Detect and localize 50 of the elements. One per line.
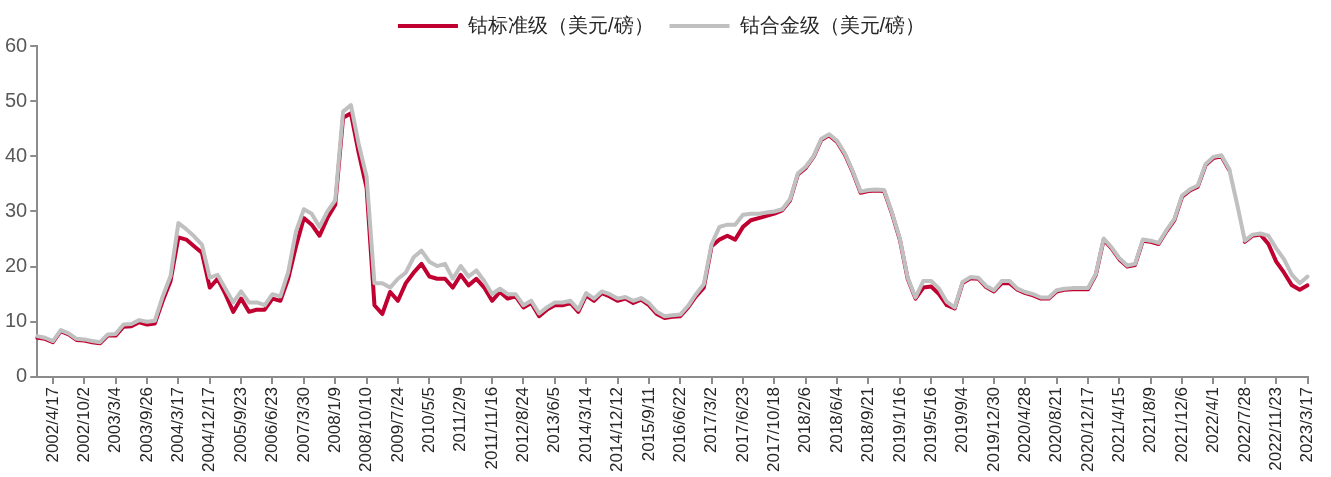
x-tick-label: 2021/4/15 — [1109, 386, 1129, 463]
x-tick-label: 2011/11/16 — [481, 386, 501, 470]
x-tick-label: 2012/8/24 — [513, 386, 533, 463]
x-tick-label: 2019/12/30 — [983, 386, 1003, 473]
x-tick-label: 2014/12/12 — [607, 386, 627, 473]
x-tick-label: 2016/6/22 — [669, 386, 689, 463]
x-tick-label: 2004/3/17 — [168, 386, 188, 463]
y-tick-label: 40 — [5, 143, 28, 166]
x-tick-label: 2003/3/4 — [105, 386, 125, 454]
x-tick-label: 2010/5/5 — [419, 386, 439, 454]
x-tick-label: 2007/3/30 — [293, 386, 313, 463]
x-tick-label: 2022/4/1 — [1203, 386, 1223, 454]
x-tick-label: 2008/10/10 — [356, 386, 376, 473]
y-tick-label: 20 — [5, 254, 28, 277]
x-tick-label: 2005/9/23 — [230, 386, 250, 463]
x-tick-label: 2022/7/28 — [1234, 386, 1254, 463]
x-tick-label: 2020/12/17 — [1077, 386, 1097, 473]
x-tick-label: 2018/2/6 — [795, 386, 815, 454]
x-tick-label: 2017/3/2 — [701, 386, 721, 454]
y-tick-label: 30 — [5, 198, 28, 221]
x-tick-label: 2006/6/23 — [262, 386, 282, 463]
y-tick-label: 50 — [5, 88, 28, 111]
legend-label: 钴合金级（美元/磅） — [738, 13, 926, 36]
x-tick-label: 2017/6/23 — [732, 386, 752, 463]
y-tick-label: 10 — [5, 309, 28, 332]
x-tick-label: 2023/3/17 — [1297, 386, 1317, 463]
x-tick-label: 2004/12/17 — [199, 386, 219, 473]
x-tick-label: 2020/4/28 — [1014, 386, 1034, 463]
x-tick-label: 2014/3/14 — [575, 386, 595, 463]
y-tick-label: 0 — [16, 364, 28, 387]
x-tick-label: 2009/7/24 — [387, 386, 407, 463]
x-tick-label: 2002/10/2 — [73, 386, 93, 463]
legend-label: 钴标准级（美元/磅） — [466, 13, 654, 36]
x-tick-label: 2021/12/6 — [1171, 386, 1191, 463]
x-tick-label: 2008/1/9 — [324, 386, 344, 454]
x-tick-label: 2003/9/26 — [136, 386, 156, 463]
x-tick-label: 2020/8/21 — [1046, 386, 1066, 463]
x-tick-label: 2002/4/17 — [42, 386, 62, 463]
y-tick-label: 60 — [5, 33, 28, 56]
x-tick-label: 2018/6/4 — [826, 386, 846, 454]
x-tick-label: 2022/11/23 — [1265, 386, 1285, 471]
x-tick-label: 2013/6/5 — [544, 386, 564, 454]
x-tick-label: 2019/1/16 — [889, 386, 909, 463]
x-tick-label: 2019/9/4 — [952, 386, 972, 454]
x-tick-label: 2015/9/11 — [638, 386, 658, 462]
x-tick-label: 2017/10/18 — [764, 386, 784, 473]
x-tick-label: 2018/9/21 — [858, 386, 878, 463]
x-tick-label: 2021/8/9 — [1140, 386, 1160, 454]
x-tick-label: 2011/2/9 — [450, 386, 470, 452]
x-tick-label: 2019/5/16 — [920, 386, 940, 463]
